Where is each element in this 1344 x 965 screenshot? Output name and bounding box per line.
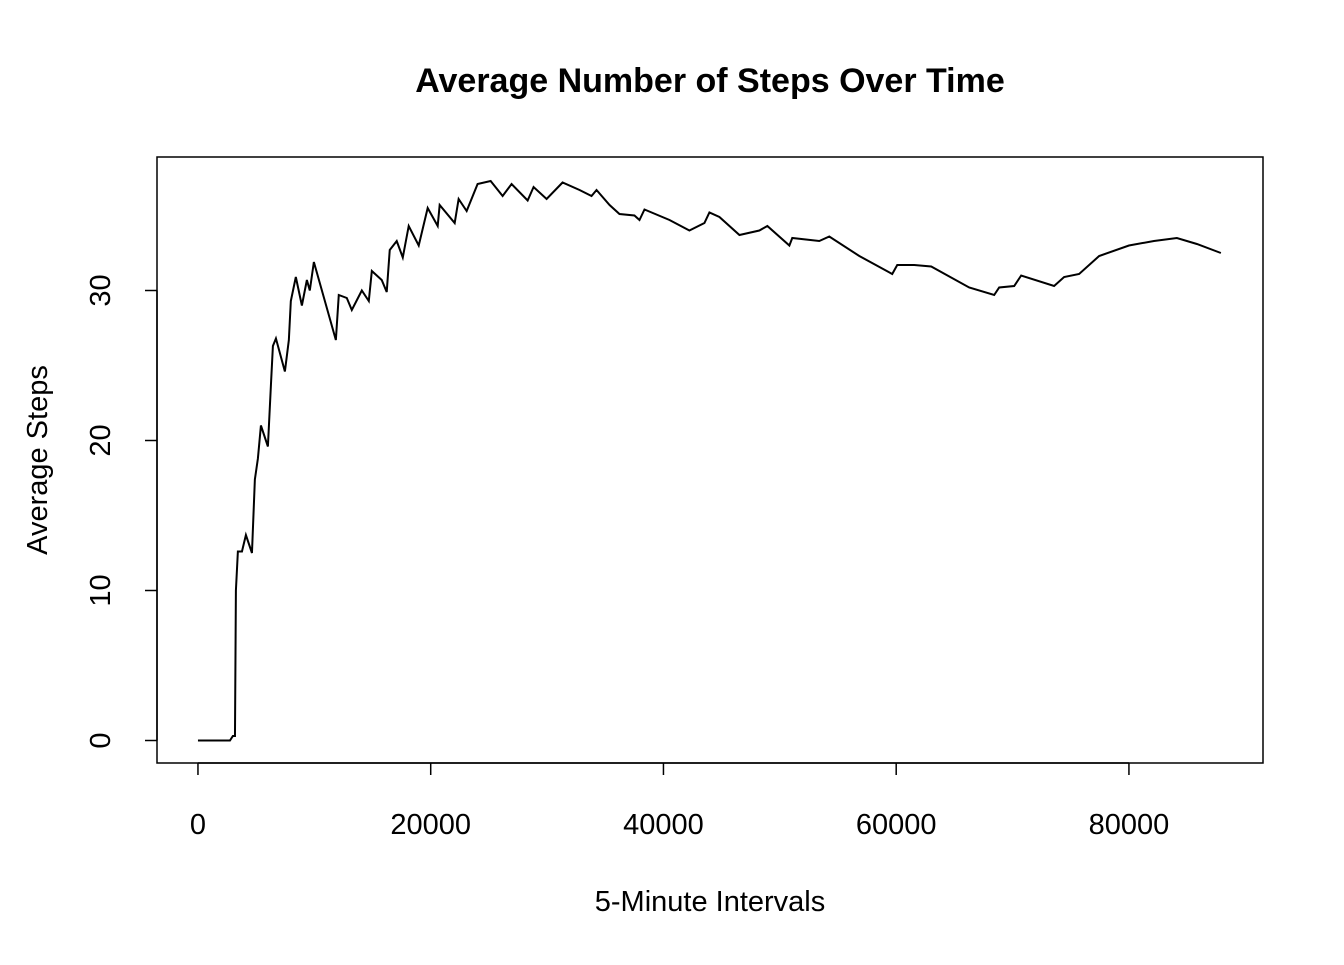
x-tick-label: 60000 [856, 809, 937, 841]
y-tick-label: 0 [85, 732, 117, 748]
data-line [197, 179, 1222, 742]
x-axis-label: 5-Minute Intervals [595, 886, 826, 918]
y-axis-label: Average Steps [22, 365, 54, 555]
x-tick-label: 20000 [390, 809, 471, 841]
x-tick-label: 0 [190, 809, 206, 841]
y-tick-label: 30 [85, 274, 117, 306]
x-tick-label: 40000 [623, 809, 704, 841]
y-tick-label: 10 [85, 574, 117, 606]
chart-title: Average Number of Steps Over Time [415, 62, 1005, 100]
x-tick-label: 80000 [1089, 809, 1170, 841]
y-tick-label: 20 [85, 424, 117, 456]
